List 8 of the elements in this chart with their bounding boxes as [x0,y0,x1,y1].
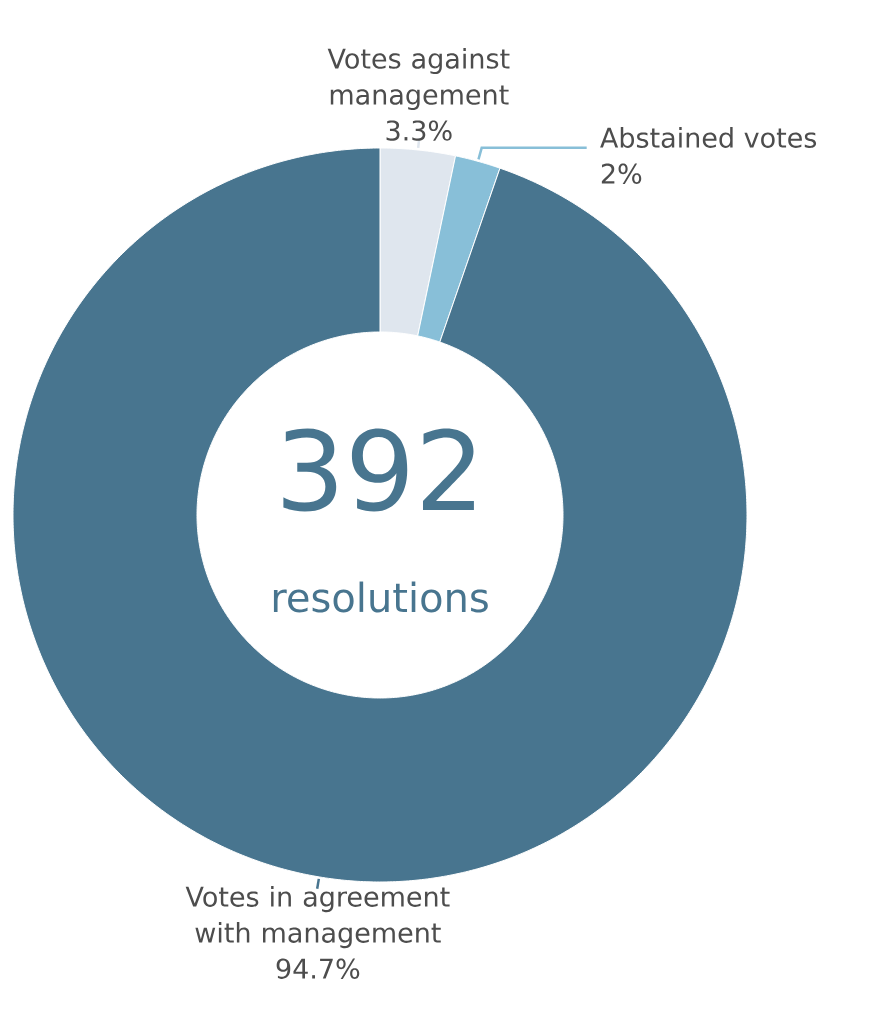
data-label: 3.3% [386,120,452,141]
slice-label: Votes in agreement with management [185,886,450,949]
text: resolutions [273,581,488,613]
slice-label: Abstained votes [600,127,817,148]
data-label: 94.7% [276,958,360,979]
text: 392 [283,428,474,512]
data-label: 2% [601,163,642,184]
slice-label: Votes against management [327,47,510,111]
